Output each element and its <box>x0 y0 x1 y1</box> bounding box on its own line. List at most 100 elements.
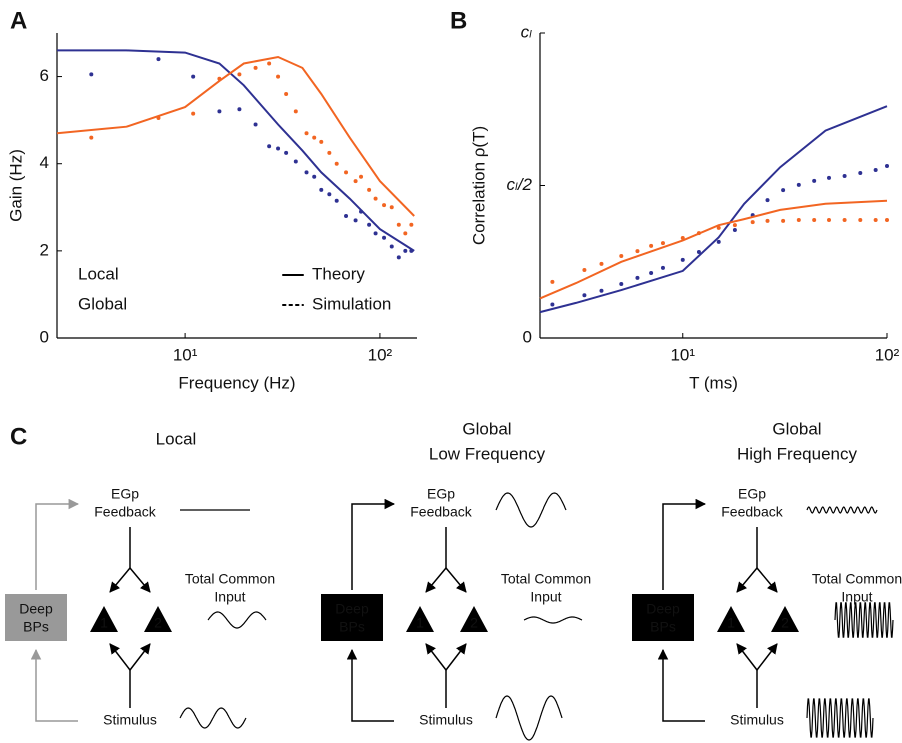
legend-label: Local <box>78 264 119 283</box>
simulation-point <box>312 174 317 179</box>
feedback-arrow <box>351 498 396 590</box>
simulation-point <box>327 192 332 197</box>
simulation-point <box>89 135 94 140</box>
simulation-point <box>304 170 309 175</box>
source-label: BPs <box>650 619 676 635</box>
simulation-point <box>796 182 801 187</box>
simulation-point <box>373 231 378 236</box>
stimulus-label: Stimulus <box>730 712 784 728</box>
neuron-label: 2 <box>470 615 478 631</box>
simulation-point <box>858 170 863 175</box>
connector <box>445 567 467 593</box>
y-tick-label: 0 <box>40 327 49 346</box>
theory-line <box>539 105 888 314</box>
simulation-point <box>732 223 737 228</box>
simulation-point <box>716 239 721 244</box>
x-axis-label: T (ms) <box>689 373 738 392</box>
y-tick-label: 2 <box>40 240 49 259</box>
connector <box>109 567 131 593</box>
simulation-point <box>599 261 604 266</box>
simulation-point <box>619 282 624 287</box>
stimulus-arrow <box>657 648 705 722</box>
deep-bps-box <box>321 594 383 641</box>
feedback-label: Feedback <box>721 504 783 520</box>
simulation-point <box>873 167 878 172</box>
legend-label: Simulation <box>312 294 391 313</box>
simulation-point <box>237 72 242 77</box>
simulation-point <box>253 65 258 70</box>
common-input-label: Total Common <box>185 571 275 587</box>
simulation-point <box>858 217 863 222</box>
simulation-point <box>680 257 685 262</box>
y-tick-label: 0 <box>523 327 532 346</box>
simulation-point <box>409 222 414 227</box>
simulation-point <box>582 267 587 272</box>
neuron <box>406 606 434 632</box>
simulation-point <box>293 109 298 114</box>
source-label: Deep <box>335 601 369 617</box>
neuron <box>460 606 488 632</box>
simulation-point <box>842 174 847 179</box>
simulation-point <box>885 163 889 168</box>
simulation-point <box>765 198 770 203</box>
waveform <box>495 492 567 528</box>
simulation-point <box>217 109 222 114</box>
simulation-point <box>276 74 281 79</box>
y-tick-label: 4 <box>40 153 49 172</box>
simulation-point <box>885 217 889 222</box>
feedback-label: EGp <box>427 486 455 502</box>
x-tick-label: 10² <box>368 345 393 364</box>
panel-letter: C <box>10 423 27 450</box>
simulation-point <box>89 72 94 77</box>
waveform <box>523 616 583 624</box>
x-tick-label: 10¹ <box>670 345 695 364</box>
panel-letter: B <box>450 7 467 34</box>
simulation-point <box>396 222 401 227</box>
stimulus-label: Stimulus <box>419 712 473 728</box>
simulation-point <box>812 178 817 183</box>
common-input-label: Total Common <box>812 571 902 587</box>
waveform <box>806 698 874 738</box>
simulation-point <box>635 275 640 280</box>
simulation-point <box>696 231 701 236</box>
connector <box>736 567 758 593</box>
simulation-point <box>842 217 847 222</box>
simulation-point <box>781 188 786 193</box>
simulation-point <box>796 217 801 222</box>
simulation-point <box>319 139 324 144</box>
common-input-label: Input <box>530 589 561 605</box>
connector <box>756 643 778 671</box>
neuron-label: 1 <box>100 615 108 631</box>
simulation-point <box>635 249 640 254</box>
connector <box>129 567 151 593</box>
waveform <box>834 602 894 638</box>
neuron-label: 2 <box>154 615 162 631</box>
simulation-point <box>353 218 358 223</box>
connector <box>736 643 758 671</box>
simulation-point <box>649 271 654 276</box>
waveform <box>495 695 563 741</box>
y-tick-label: cₗ/2 <box>507 175 533 194</box>
panel-title: Low Frequency <box>429 444 546 463</box>
simulation-point <box>191 111 196 116</box>
waveform <box>179 707 247 729</box>
simulation-point <box>367 222 372 227</box>
simulation-point <box>403 248 408 253</box>
simulation-point <box>217 76 222 81</box>
common-input-label: Input <box>841 589 872 605</box>
connector <box>109 643 131 671</box>
simulation-point <box>267 144 272 149</box>
simulation-point <box>550 302 555 307</box>
simulation-point <box>373 196 378 201</box>
simulation-point <box>732 228 737 233</box>
source-label: BPs <box>339 619 365 635</box>
simulation-point <box>304 131 309 136</box>
source-label: Deep <box>646 601 680 617</box>
simulation-point <box>253 122 258 127</box>
simulation-point <box>312 135 317 140</box>
simulation-point <box>619 253 624 258</box>
simulation-point <box>367 187 372 192</box>
neuron <box>144 606 172 632</box>
simulation-point <box>696 249 701 254</box>
